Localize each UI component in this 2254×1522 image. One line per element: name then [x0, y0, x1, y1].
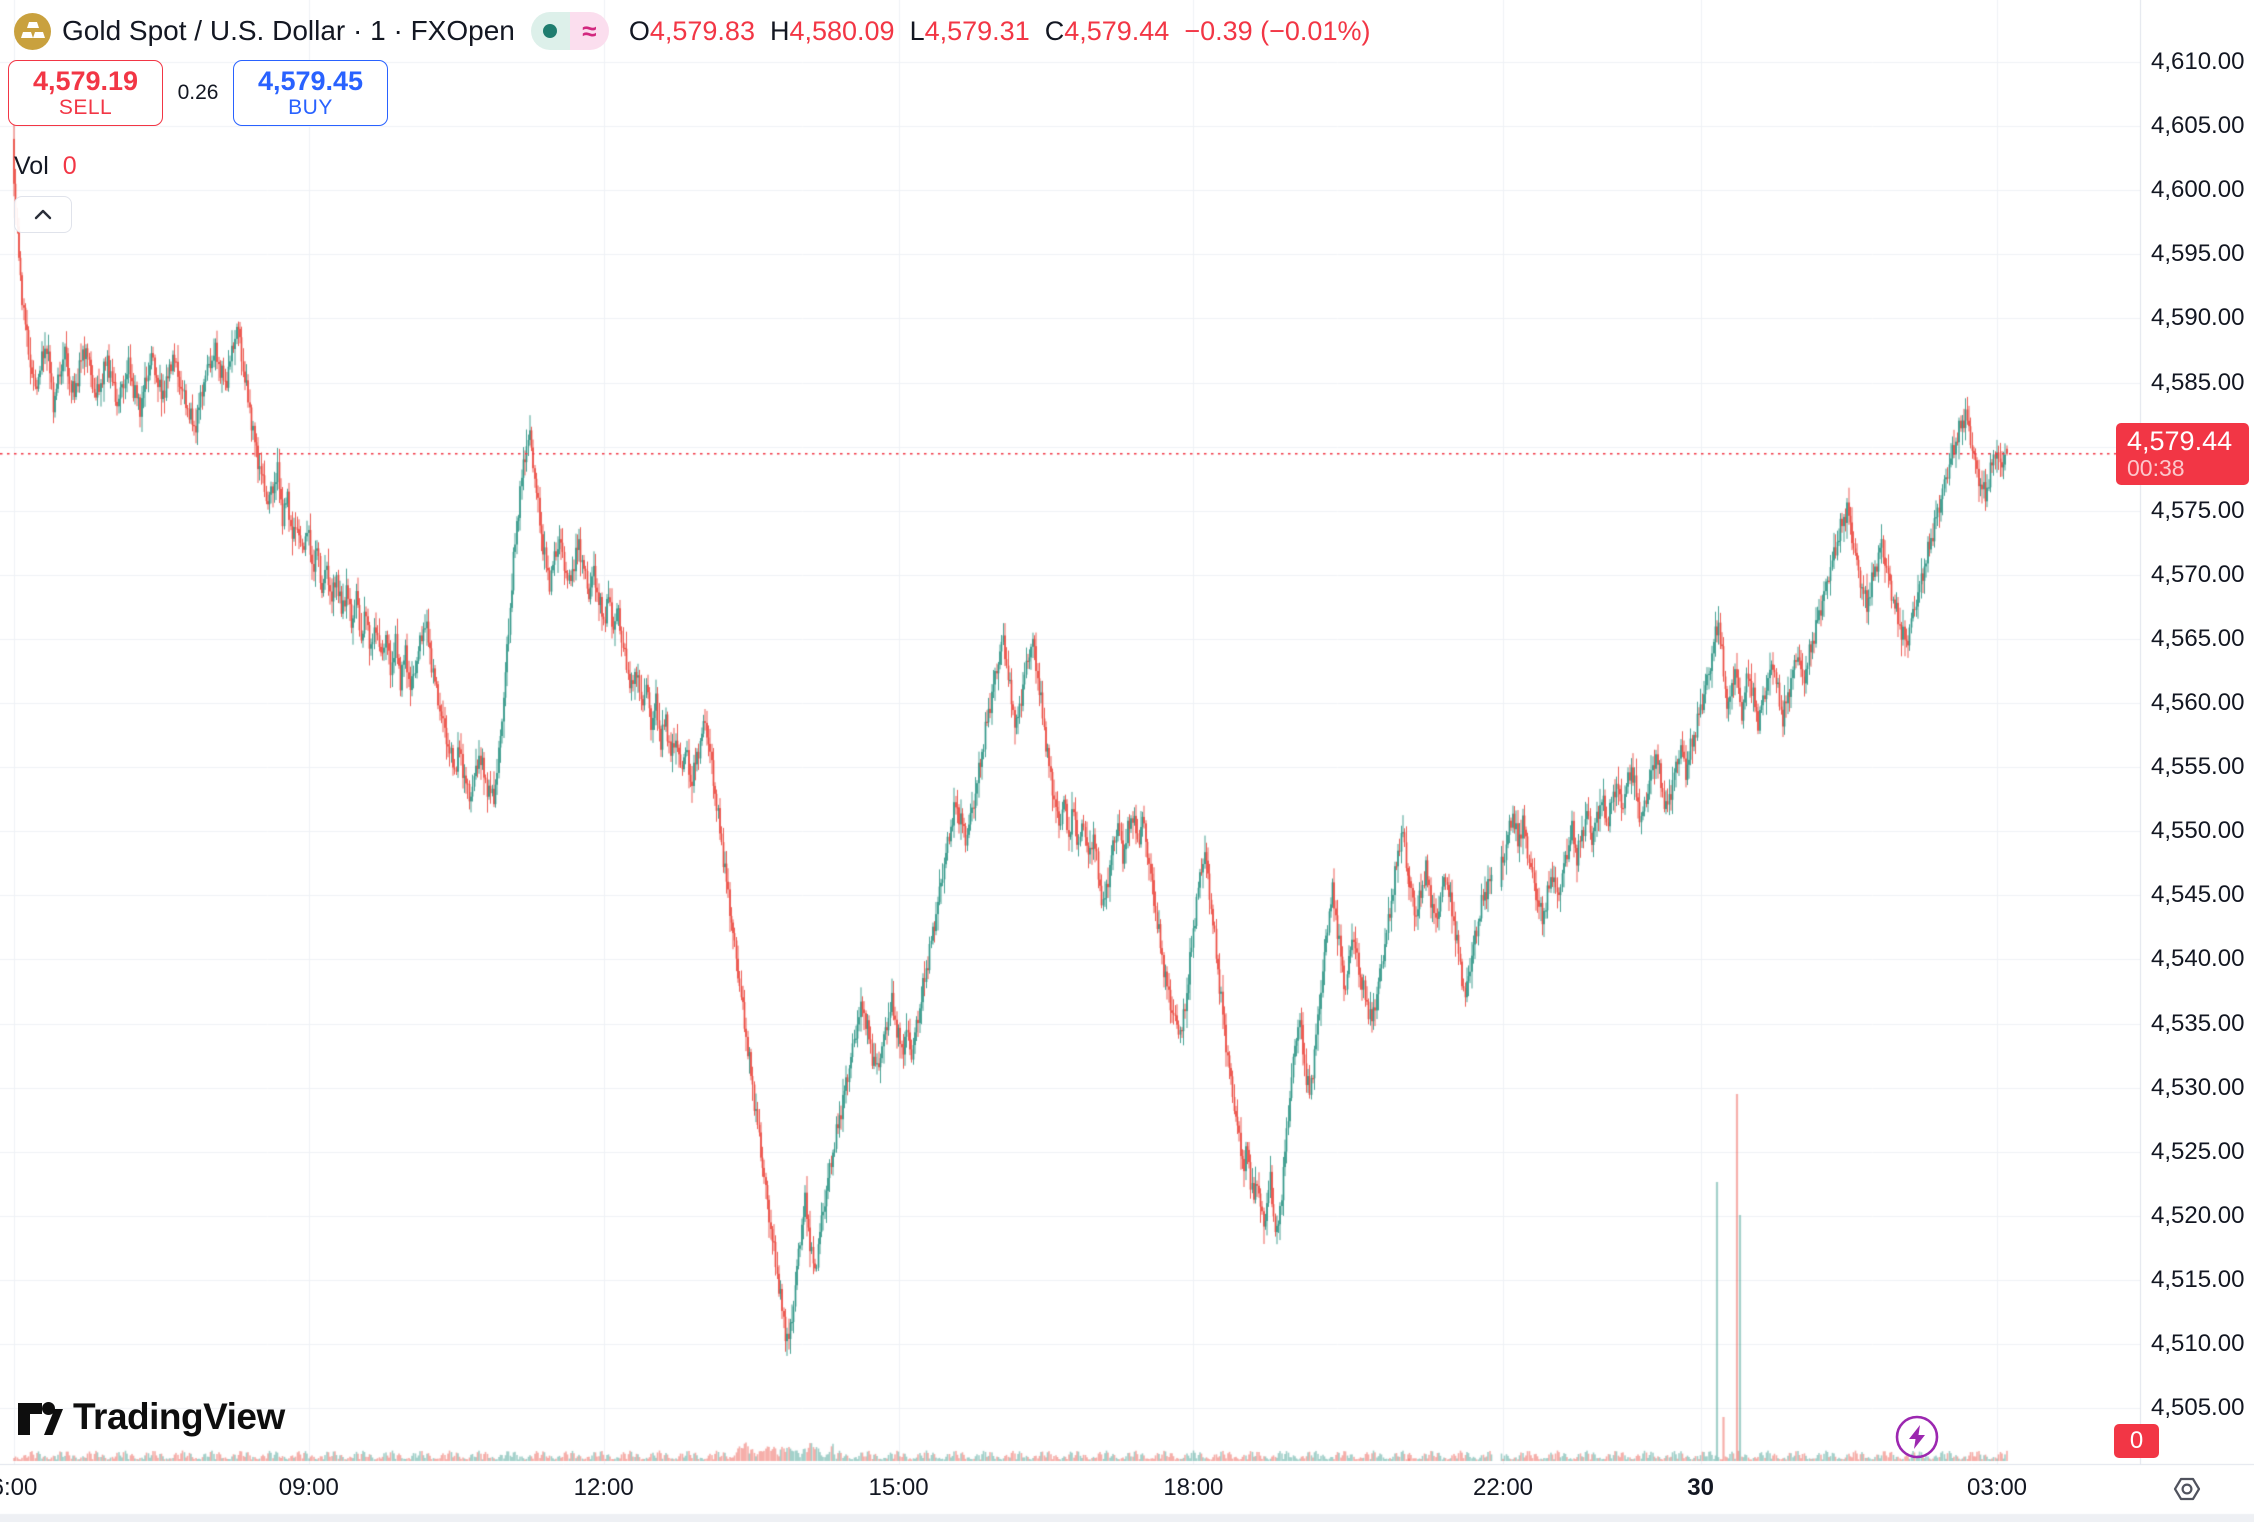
price-tick-label: 4,540.00 [2151, 945, 2245, 973]
price-tick-label: 4,565.00 [2151, 624, 2245, 652]
price-scale-settings-button[interactable] [2170, 1472, 2204, 1506]
volume-indicator-row: Vol 0 [14, 152, 77, 181]
trade-buttons: 4,579.19 SELL 0.26 4,579.45 BUY [8, 60, 388, 126]
chart-header: Gold Spot / U.S. Dollar · 1 · FXOpen ≈ O… [14, 9, 1370, 53]
price-tick-label: 4,510.00 [2151, 1330, 2245, 1357]
hexagon-gear-icon [2173, 1477, 2201, 1501]
price-tick-label: 4,505.00 [2151, 1394, 2245, 1422]
price-tick-label: 4,515.00 [2151, 1265, 2245, 1293]
chevron-up-icon [34, 209, 52, 220]
buy-label: BUY [288, 96, 333, 120]
price-tick-label: 4,570.00 [2151, 560, 2245, 588]
price-tick-label: 4,585.00 [2151, 368, 2245, 396]
price-tick-label: 4,525.00 [2151, 1137, 2245, 1165]
price-tick-label: 4,600.00 [2151, 176, 2245, 204]
price-tick-label: 4,520.00 [2151, 1201, 2245, 1229]
sell-button[interactable]: 4,579.19 SELL [8, 60, 163, 126]
price-tick-label: 4,535.00 [2151, 1009, 2245, 1037]
bar-countdown: 00:38 [2127, 455, 2185, 482]
buy-price: 4,579.45 [257, 66, 364, 97]
tradingview-logo-icon [18, 1402, 63, 1435]
data-status-badges[interactable]: ≈ [530, 12, 609, 50]
price-tick-label: 4,545.00 [2151, 881, 2245, 909]
time-tick-label: 15:00 [868, 1474, 929, 1501]
time-tick-label: 09:00 [278, 1474, 339, 1501]
boost-button[interactable] [1894, 1414, 1940, 1460]
volume-indicator-label[interactable]: Vol [14, 152, 49, 180]
spread-value: 0.26 [177, 81, 219, 104]
price-tick-label: 4,530.00 [2151, 1073, 2245, 1101]
gold-bars-icon [14, 12, 51, 50]
time-axis[interactable]: 6:00 09:00 12:00 15:00 18:00 22:00 30 03:00 [0, 1464, 2254, 1514]
low-value: L4,579.31 [909, 15, 1030, 46]
time-tick-label: 18:00 [1163, 1474, 1224, 1501]
lightning-bolt-icon [1895, 1415, 1939, 1459]
collapse-pane-button[interactable] [14, 196, 72, 233]
status-dot-icon [530, 12, 570, 50]
price-tick-label: 4,550.00 [2151, 817, 2245, 845]
current-price-label: 4,579.44 00:38 [2116, 422, 2249, 485]
time-tick-label: 12:00 [573, 1474, 634, 1501]
time-tick-label: 6:00 [0, 1474, 38, 1501]
time-tick-label: 22:00 [1472, 1474, 1534, 1501]
volume-axis-badge: 0 [2114, 1424, 2159, 1458]
close-value: C4,579.44 [1044, 15, 1170, 46]
symbol-title[interactable]: Gold Spot / U.S. Dollar · 1 · FXOpen [62, 15, 515, 46]
ohlc-readout: O4,579.83 H4,580.09 L4,579.31 C4,579.44 … [629, 16, 1371, 47]
price-tick-label: 4,610.00 [2151, 48, 2245, 75]
price-tick-label: 4,560.00 [2151, 689, 2245, 716]
price-tick-label: 4,590.00 [2151, 304, 2245, 332]
current-price-value: 4,579.44 [2127, 426, 2233, 457]
open-value: O4,579.83 [628, 15, 755, 46]
price-tick-label: 4,595.00 [2151, 240, 2245, 268]
tradingview-logo[interactable]: TradingView [16, 1394, 285, 1440]
change-value: −0.39 (−0.01%) [1184, 15, 1371, 46]
buy-button[interactable]: 4,579.45 BUY [233, 60, 388, 126]
almost-equal-icon: ≈ [569, 12, 609, 50]
price-axis[interactable]: 4,610.00 4,605.00 4,600.00 4,595.00 4,590.00… [2140, 0, 2254, 1464]
tradingview-logo-text: TradingView [73, 1396, 285, 1437]
time-tick-label: 03:00 [1966, 1474, 2028, 1501]
sell-price: 4,579.19 [32, 66, 139, 97]
time-tick-label: 30 [1687, 1474, 1714, 1501]
price-tick-label: 4,575.00 [2151, 496, 2245, 524]
price-tick-label: 4,605.00 [2151, 112, 2245, 140]
sell-label: SELL [58, 96, 113, 120]
high-value: H4,580.09 [769, 15, 895, 46]
volume-indicator-value: 0 [62, 152, 77, 180]
price-tick-label: 4,555.00 [2151, 753, 2245, 781]
